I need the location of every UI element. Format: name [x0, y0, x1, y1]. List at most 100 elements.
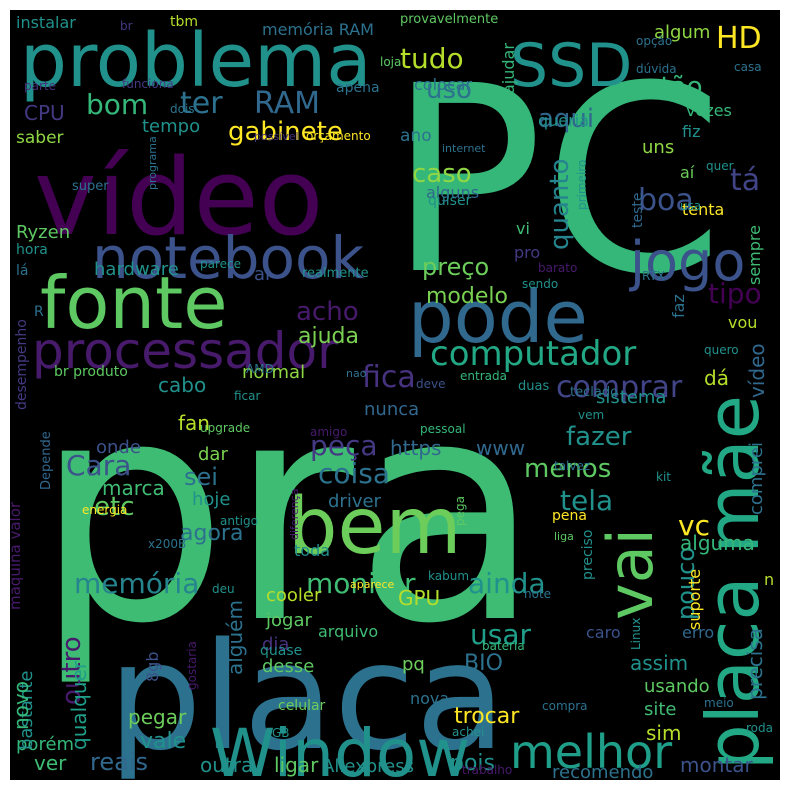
word-cooler: cooler — [266, 585, 322, 606]
word-kit: kit — [656, 470, 671, 484]
word-ligar: ligar — [274, 753, 319, 777]
word-pc: PC — [388, 31, 724, 331]
word-fazer: fazer — [566, 422, 632, 452]
word-modelo: modelo — [426, 284, 508, 309]
word-bateria: bateria — [482, 639, 525, 653]
word-coisa: coisa — [318, 457, 390, 490]
word-ter: ter — [180, 86, 223, 121]
word-loja: loja — [380, 55, 401, 69]
word-nova: nova — [410, 689, 449, 708]
word-toda: toda — [294, 541, 330, 560]
word-talvez: talvez — [554, 459, 590, 473]
word-desempenho: desempenho — [14, 319, 30, 410]
word-menos: menos — [524, 454, 611, 484]
word-www: www — [476, 436, 525, 460]
word-energia: energia — [82, 503, 127, 517]
word-liga: liga — [554, 530, 574, 543]
word-achei: achei — [452, 725, 484, 739]
word-celular: celular — [278, 698, 326, 714]
word-antigo: antigo — [220, 514, 258, 528]
word-nunca: nunca — [364, 399, 419, 420]
word-8gb: 8gb — [143, 652, 162, 683]
word-ainda: ainda — [468, 567, 546, 600]
word-cabo: cabo — [158, 373, 206, 397]
word-entrada: entrada — [460, 369, 507, 383]
word-gabinete: gabinete — [228, 117, 343, 147]
word-melhor: melhor — [510, 725, 672, 779]
word-cloud-background — [10, 10, 780, 780]
word-peca: peça — [310, 429, 378, 462]
word-duvida: dúvida — [636, 62, 677, 76]
word-pena: pena — [552, 508, 587, 524]
word-etc: etc — [94, 492, 135, 522]
word-sim: sim — [646, 721, 681, 745]
word-caro: caro — [586, 623, 621, 642]
word-ta: tá — [730, 163, 760, 198]
word-x200b: x200B — [148, 537, 186, 551]
word-fica: fica — [362, 360, 416, 395]
word-placa-mae: placa mãe — [691, 395, 775, 770]
word-vou: vou — [728, 313, 757, 332]
word-hoje: hoje — [192, 489, 231, 510]
word-br: br — [120, 19, 133, 33]
word-comprei: comprei — [746, 442, 767, 515]
word-dois: dois — [170, 102, 195, 116]
word-amigo: amigo — [310, 425, 347, 439]
word-jogo: jogo — [629, 230, 745, 293]
word-https: https — [390, 436, 441, 460]
word-teste: teste — [630, 193, 646, 229]
word-br-produto: br produto — [54, 364, 128, 380]
word-primeiro: primeiro — [575, 160, 589, 210]
word-normal: normal — [242, 362, 305, 383]
word-quer: quer — [706, 159, 734, 173]
word-ssd: SSD — [510, 31, 632, 101]
word-preco: preço — [422, 253, 489, 281]
word-problema: problema — [20, 18, 372, 104]
word-vale: vale — [140, 729, 186, 754]
word-casa: casa — [734, 60, 762, 74]
word-orcamento: orçamento — [306, 129, 371, 143]
word-maquina-valor: maquina valor — [10, 501, 24, 610]
word-porem: porém — [16, 734, 74, 755]
word-quero: quero — [704, 343, 739, 357]
word-r: R — [34, 304, 44, 320]
word-memoria: memória — [74, 567, 199, 600]
word-queria: queria — [538, 111, 589, 130]
word-dar: dar — [198, 444, 228, 465]
word-ajuda: ajuda — [298, 324, 359, 349]
word-usa: usa — [680, 199, 701, 213]
word-parte: parte — [24, 79, 56, 93]
word-assim: assim — [630, 651, 688, 675]
word-outra: outra — [200, 753, 253, 777]
word-tbm: tbm — [170, 14, 198, 30]
word-provavelmente: provavelmente — [400, 12, 498, 27]
word-caso: caso — [412, 159, 472, 189]
word-alguns: alguns — [426, 183, 479, 202]
word-apena: apena — [336, 80, 380, 96]
word-arquivo: arquivo — [318, 622, 378, 641]
word-site: site — [644, 699, 677, 720]
word-depende: Depende — [39, 431, 54, 490]
word-suporte: suporte — [685, 569, 704, 630]
word-realmente: realmente — [302, 266, 369, 281]
word-erro: erro — [682, 623, 714, 642]
word-tempo: tempo — [142, 116, 200, 137]
word-ficar: ficar — [234, 389, 261, 403]
word-trocar: trocar — [454, 704, 520, 729]
word-computador: computador — [430, 334, 636, 374]
word-bastante: bastante — [16, 671, 37, 750]
word-vc: vc — [678, 509, 710, 542]
word-pro: pro — [514, 243, 540, 262]
word-meio: meio — [704, 696, 734, 710]
word-acho: acho — [296, 297, 359, 327]
word-aliexpress: Aliexpress — [322, 756, 414, 777]
word-novo: novo — [10, 681, 33, 730]
word-quiser: quiser — [428, 193, 472, 209]
word-pq: pq — [402, 654, 425, 675]
word-gb: GB — [272, 726, 290, 740]
word-kabum: kabum — [428, 569, 469, 583]
word-gpu: GPU — [398, 586, 440, 610]
word-la: lá — [16, 263, 28, 279]
word-quanto: quanto — [545, 159, 575, 251]
word-da: dá — [704, 366, 729, 390]
